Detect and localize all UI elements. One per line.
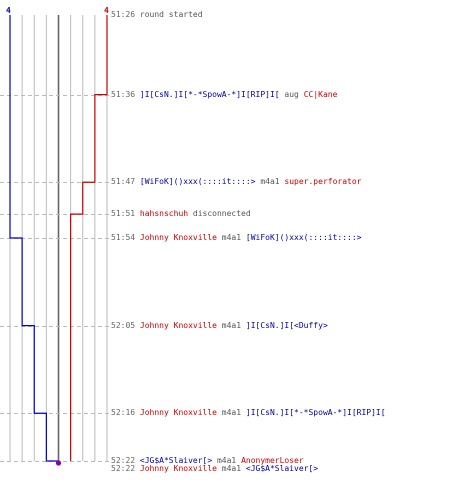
event-row: 52:16 Johnny Knoxville m4a1 ]I[CsN.]I[*-… [111,408,386,418]
event-text: aug [279,90,304,99]
player-name: <JG$A*Slaiver[> [245,464,319,473]
event-text: m4a1 [216,233,246,242]
player-name: Johnny Knoxville [139,464,217,473]
event-row: 51:54 Johnny Knoxville m4a1 [WiFoK]()xxx… [111,233,361,243]
blue-team-step-line [9,15,59,462]
end-marker [55,460,62,466]
event-row: 51:26 round started [111,10,203,20]
player-name: ]I[CsN.]I[<Duffy> [245,321,328,330]
event-text: m4a1 [216,408,246,417]
player-name: ]I[CsN.]I[*-*SpowA-*]I[RIP]I[ [245,408,386,417]
event-text: m4a1 [216,321,246,330]
event-text: disconnected [188,209,251,218]
player-name: Johnny Knoxville [139,233,217,242]
event-text: m4a1 [212,456,242,465]
event-text: m4a1 [216,464,246,473]
event-time: 51:47 [111,177,140,186]
player-name: [WiFoK]()xxx(::::it::::> [245,233,362,242]
red-team-count: 4 [104,6,109,15]
player-name: CC|Kane [303,90,338,99]
event-row: 51:47 [WiFoK]()xxx(::::it::::> m4a1 supe… [111,177,361,187]
player-name: Johnny Knoxville [139,408,217,417]
event-time: 51:36 [111,90,140,99]
event-time: 51:26 [111,10,140,19]
blue-team-count: 4 [6,6,11,15]
event-time: 51:54 [111,233,140,242]
event-text: m4a1 [255,177,285,186]
player-name: [WiFoK]()xxx(::::it::::> [139,177,256,186]
event-row: 51:51 hahsnschuh disconnected [111,209,251,219]
player-name: AnonymerLoser [241,456,304,465]
player-name: Johnny Knoxville [139,321,217,330]
player-name: ]I[CsN.]I[*-*SpowA-*]I[RIP]I[ [139,90,280,99]
event-time: 52:22 [111,456,140,465]
player-name: hahsnschuh [139,209,189,218]
event-row: 52:22 <JG$A*Slaiver[> m4a1 AnonymerLoser [111,456,304,466]
red-team-step-line [70,15,108,461]
event-text: round started [139,10,203,19]
player-name: super.perforator [284,177,362,186]
event-time: 52:16 [111,408,140,417]
event-row: 52:05 Johnny Knoxville m4a1 ]I[CsN.]I[<D… [111,321,328,331]
event-time: 52:22 [111,464,140,473]
event-time: 52:05 [111,321,140,330]
event-time: 51:51 [111,209,140,218]
player-name: <JG$A*Slaiver[> [139,456,213,465]
event-row: 51:36 ]I[CsN.]I[*-*SpowA-*]I[RIP]I[ aug … [111,90,337,100]
event-row: 52:22 Johnny Knoxville m4a1 <JG$A*Slaive… [111,464,318,474]
